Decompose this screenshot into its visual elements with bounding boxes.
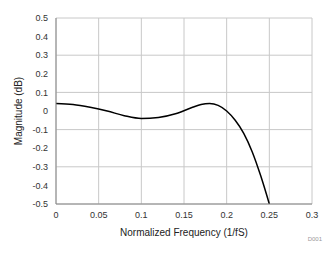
svg-text:0.25: 0.25	[261, 210, 279, 220]
svg-text:0: 0	[43, 106, 48, 116]
svg-text:-0.4: -0.4	[32, 181, 48, 191]
svg-text:0.5: 0.5	[35, 13, 48, 23]
html-text:D001: D001	[307, 236, 322, 242]
svg-text:-0.2: -0.2	[32, 143, 48, 153]
svg-text:-0.3: -0.3	[32, 162, 48, 172]
svg-text:0.2: 0.2	[35, 69, 48, 79]
svg-text:0.3: 0.3	[35, 50, 48, 60]
svg-text:Normalized Frequency (1/fS): Normalized Frequency (1/fS)	[120, 227, 248, 238]
svg-text:0: 0	[53, 210, 58, 220]
svg-text:0.3: 0.3	[306, 210, 319, 220]
svg-text:0.4: 0.4	[35, 32, 48, 42]
svg-text:0.15: 0.15	[175, 210, 193, 220]
svg-text:0.2: 0.2	[220, 210, 233, 220]
svg-text:-0.1: -0.1	[32, 125, 48, 135]
svg-text:Magnitude (dB): Magnitude (dB)	[13, 77, 24, 145]
svg-text:0.1: 0.1	[135, 210, 148, 220]
svg-text:0.1: 0.1	[35, 88, 48, 98]
svg-text:0.05: 0.05	[90, 210, 108, 220]
svg-text:-0.5: -0.5	[32, 199, 48, 209]
